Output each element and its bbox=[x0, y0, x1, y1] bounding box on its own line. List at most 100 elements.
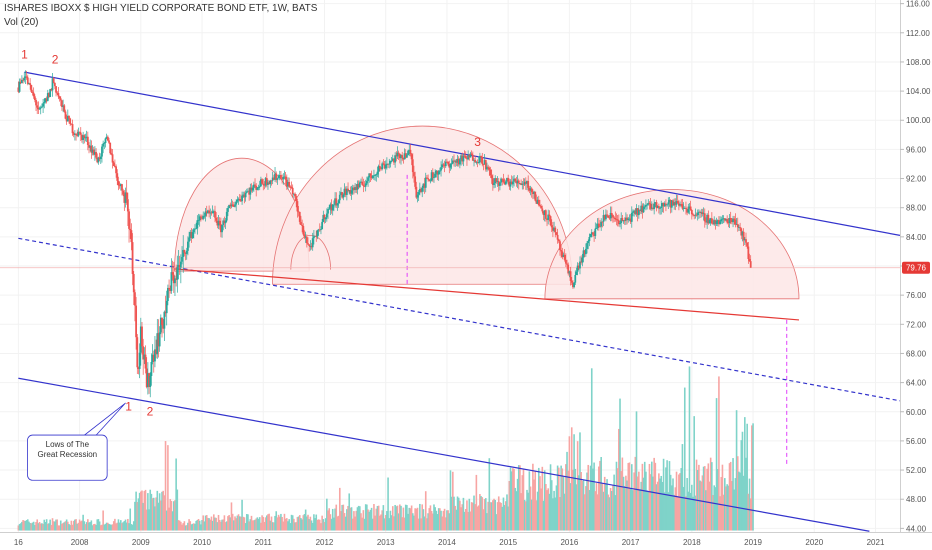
candle-body bbox=[470, 153, 473, 155]
volume-bar bbox=[403, 517, 406, 531]
volume-bar bbox=[428, 508, 431, 531]
candle-body bbox=[427, 178, 430, 180]
volume-bar bbox=[197, 519, 200, 531]
candle-body bbox=[336, 203, 339, 206]
volume-bar bbox=[310, 520, 313, 531]
candle-body bbox=[535, 200, 538, 204]
candle-body bbox=[446, 161, 448, 163]
volume-bar bbox=[210, 516, 213, 531]
candle-body bbox=[179, 261, 182, 268]
volume-bar bbox=[554, 497, 557, 531]
candle-body bbox=[382, 163, 385, 165]
volume-bar bbox=[487, 501, 489, 531]
volume-bar bbox=[371, 518, 374, 531]
candle-body bbox=[378, 165, 381, 169]
candle-body bbox=[426, 177, 428, 179]
volume-bar bbox=[184, 525, 187, 531]
volume-bar bbox=[130, 524, 133, 531]
volume-bar bbox=[111, 524, 114, 531]
candle-body bbox=[148, 373, 150, 388]
candle-body bbox=[449, 163, 452, 168]
candle-body bbox=[707, 214, 710, 224]
volume-bar bbox=[270, 516, 273, 531]
volume-bar bbox=[233, 520, 235, 531]
volume-bar bbox=[493, 498, 495, 531]
candle-body bbox=[577, 265, 580, 269]
volume-bar bbox=[109, 524, 112, 531]
x-tick-label: 2008 bbox=[71, 538, 89, 547]
candle-body bbox=[629, 218, 632, 222]
candle-body bbox=[437, 171, 440, 175]
candle-body bbox=[453, 160, 455, 162]
volume-bar bbox=[274, 515, 276, 531]
volume-bar bbox=[484, 498, 487, 531]
candle-body bbox=[205, 211, 208, 213]
candle-body bbox=[497, 181, 500, 186]
candle-body bbox=[85, 136, 88, 138]
candle-body bbox=[649, 203, 652, 209]
volume-bar bbox=[496, 502, 499, 531]
candle-body bbox=[185, 250, 188, 254]
candle-body bbox=[686, 208, 689, 213]
x-tick-label: 2009 bbox=[132, 538, 150, 547]
candle-body bbox=[701, 212, 704, 215]
volume-bar bbox=[223, 515, 226, 531]
volume-bar bbox=[468, 498, 471, 531]
volume-bar bbox=[651, 461, 653, 531]
candle-body bbox=[164, 311, 167, 314]
candle-body bbox=[64, 111, 67, 119]
volume-bar bbox=[427, 513, 429, 531]
candle-body bbox=[703, 213, 706, 222]
candle-body bbox=[477, 162, 480, 163]
volume-bar bbox=[680, 468, 683, 531]
candle-body bbox=[184, 252, 187, 254]
candle-body bbox=[163, 311, 166, 329]
x-tick-label: 2012 bbox=[316, 538, 334, 547]
x-axis[interactable]: 16 2008 2009 2010 2011 2012 2013 2014 2015 2016 20… bbox=[14, 538, 885, 547]
volume-bar bbox=[296, 517, 299, 531]
volume-bar bbox=[453, 496, 455, 531]
candle-body bbox=[529, 188, 532, 191]
volume-bar bbox=[682, 486, 685, 531]
candle-body bbox=[395, 155, 398, 157]
volume-bar bbox=[612, 485, 614, 531]
volume-bar bbox=[711, 462, 713, 531]
volume-bar bbox=[716, 469, 719, 531]
volume-bar bbox=[528, 471, 531, 531]
candle-body bbox=[24, 76, 27, 79]
volume-bar bbox=[90, 520, 93, 531]
volume-bar bbox=[311, 522, 314, 531]
volume-bar bbox=[31, 522, 34, 531]
volume-bar bbox=[258, 517, 261, 531]
volume-bar bbox=[237, 514, 240, 531]
volume-bar bbox=[357, 505, 360, 531]
volume-bar bbox=[402, 507, 405, 531]
volume-bar bbox=[643, 461, 646, 531]
candle-body bbox=[88, 144, 90, 148]
volume-bar bbox=[641, 463, 644, 531]
candle-body bbox=[328, 208, 331, 210]
candle-body bbox=[481, 157, 484, 165]
candle-body bbox=[231, 204, 234, 207]
candle-body bbox=[543, 210, 546, 216]
volume-bar bbox=[61, 523, 63, 531]
candle-body bbox=[287, 181, 289, 187]
volume-bar bbox=[110, 524, 113, 531]
candle-body bbox=[130, 230, 133, 243]
volume-bar bbox=[95, 524, 97, 531]
candle-body bbox=[396, 152, 399, 157]
candle-body bbox=[626, 217, 628, 221]
y-tick-label: 60.00 bbox=[906, 408, 927, 417]
volume-bar bbox=[509, 467, 512, 531]
volume-bar bbox=[329, 514, 332, 531]
candle-body bbox=[659, 207, 661, 209]
volume-bar bbox=[548, 493, 551, 531]
volume-bar bbox=[467, 511, 469, 531]
y-tick-label: 56.00 bbox=[906, 437, 927, 446]
candle-body bbox=[661, 203, 664, 207]
candle-body bbox=[37, 107, 40, 110]
candle-body bbox=[118, 185, 121, 187]
candle-body bbox=[461, 155, 464, 162]
volume-bar bbox=[505, 501, 507, 531]
